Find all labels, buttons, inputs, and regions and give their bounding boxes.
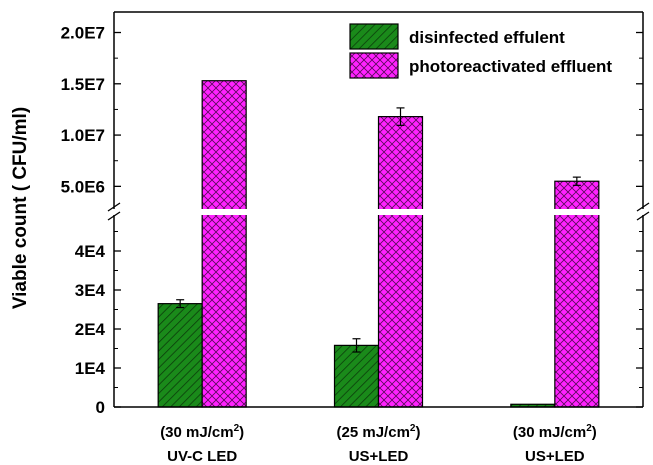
y-tick-label-lower-1: 1E4 xyxy=(75,359,106,378)
error-bar-1-2 xyxy=(572,176,581,186)
y-tick-label-upper-2: 1.5E7 xyxy=(61,75,105,94)
legend-swatch-photoreactivated xyxy=(349,52,399,79)
x-label-method-0: UV-C LED xyxy=(167,448,237,465)
x-label-method-1: US+LED xyxy=(349,448,409,465)
y-tick-label-upper-3: 2.0E7 xyxy=(61,24,105,43)
bar-photoreactivated-2 xyxy=(554,180,600,408)
legend-label-disinfected: disinfected effulent xyxy=(409,28,565,47)
legend: disinfected effulent photoreactivated ef… xyxy=(349,23,612,79)
error-bar-0-1 xyxy=(352,338,361,353)
legend-swatch-disinfected xyxy=(349,23,399,50)
bars-layer xyxy=(157,80,600,408)
error-bar-0-0 xyxy=(176,299,185,309)
bar-photoreactivated-1 xyxy=(377,116,424,408)
bar-disinfected-0 xyxy=(157,303,203,408)
x-label-dose-1: (25 mJ/cm2) xyxy=(337,423,421,441)
y-tick-label-lower-3: 3E4 xyxy=(75,281,106,300)
y-ticks-layer: 0 1E4 2E4 3E4 4E4 5.0E6 1.0E7 1.5E7 2.0E7 xyxy=(61,24,643,417)
y-tick-label-lower-4: 4E4 xyxy=(75,242,106,261)
bar-photoreactivated-0 xyxy=(201,80,247,408)
axis-break-mark-left xyxy=(107,202,121,221)
legend-label-photoreactivated: photoreactivated effluent xyxy=(409,57,612,76)
axis-break-mark-right xyxy=(636,202,650,221)
y-tick-label-lower-0: 0 xyxy=(96,398,105,417)
x-label-dose-0: (30 mJ/cm2) xyxy=(160,423,244,441)
y-axis-label: Viable count ( CFU/ml) xyxy=(10,107,31,309)
y-tick-label-upper-0: 5.0E6 xyxy=(61,177,105,196)
x-labels-layer: (30 mJ/cm2) UV-C LED (25 mJ/cm2) US+LED (30 … xyxy=(160,423,597,465)
x-label-method-2: US+LED xyxy=(525,448,585,465)
axis-break-gap xyxy=(102,209,653,215)
error-bar-1-1 xyxy=(396,107,405,126)
x-label-dose-2: (30 mJ/cm2) xyxy=(513,423,597,441)
bar-disinfected-1 xyxy=(333,344,380,408)
error-bars-layer xyxy=(176,107,581,353)
plot-frame xyxy=(102,11,653,408)
y-tick-label-upper-1: 1.0E7 xyxy=(61,126,105,145)
y-tick-label-lower-2: 2E4 xyxy=(75,320,106,339)
